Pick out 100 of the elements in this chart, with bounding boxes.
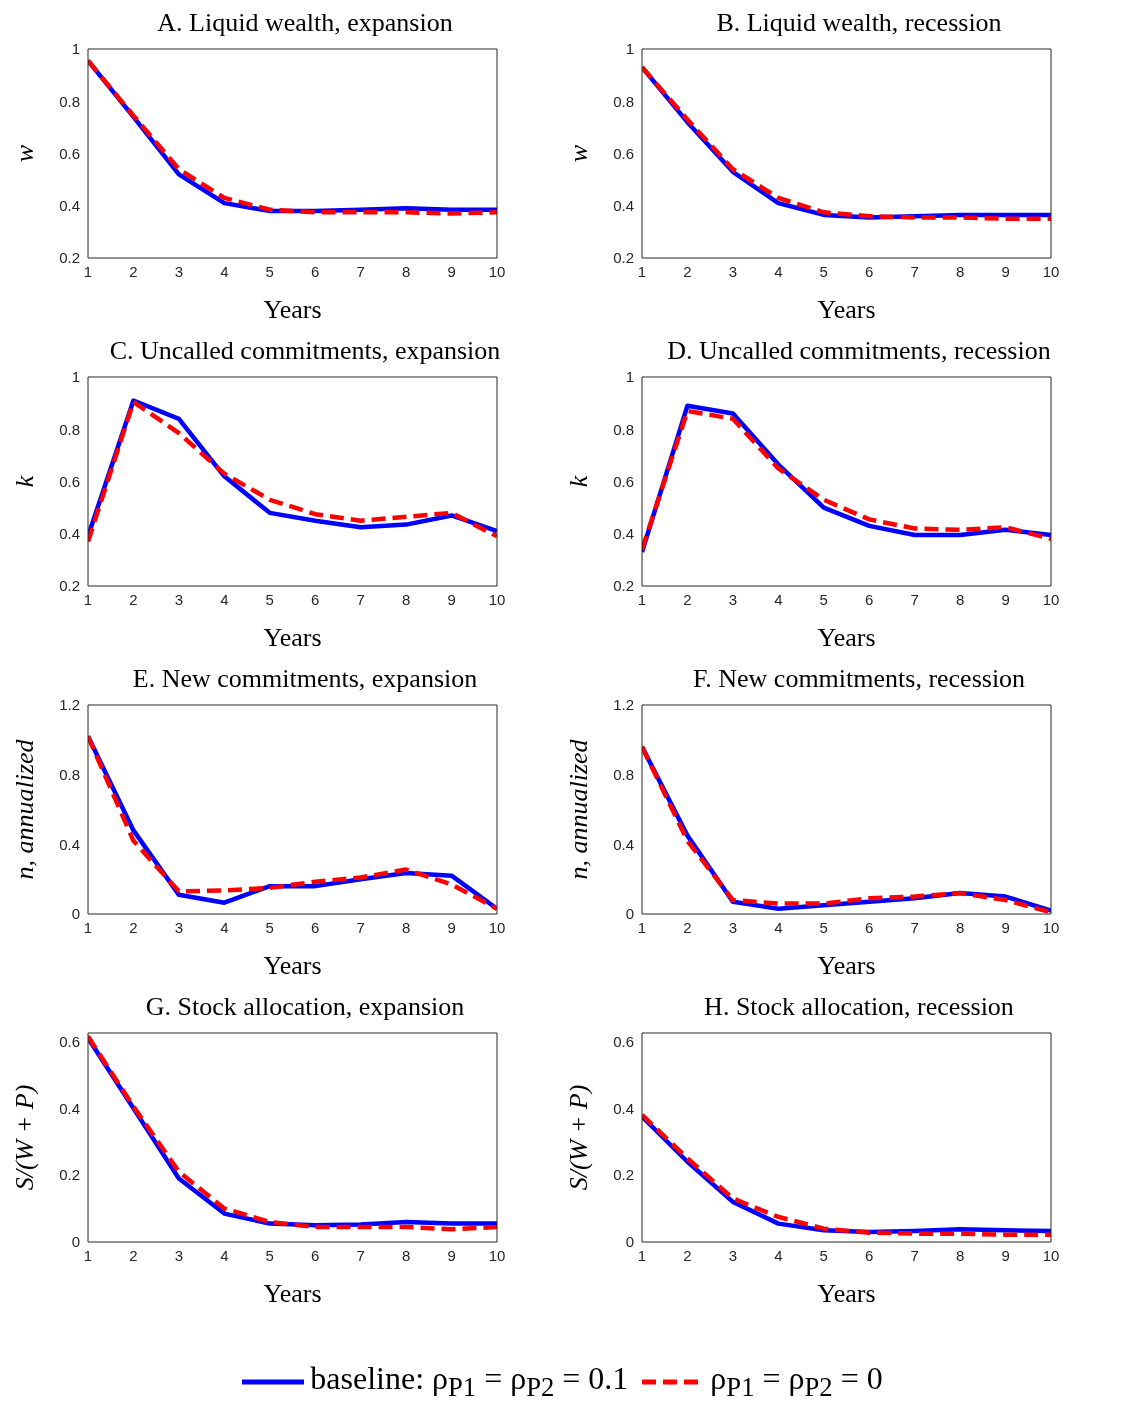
y-tick-label: 0 xyxy=(71,905,80,923)
y-tick-label: 0.2 xyxy=(59,1166,80,1184)
chart-title: F. New commitments, recession xyxy=(691,664,1027,695)
x-tick-label: 6 xyxy=(865,590,874,608)
x-tick-label: 4 xyxy=(220,918,229,936)
chart-title: E. New commitments, expansion xyxy=(131,664,479,695)
y-tick-label: 0.6 xyxy=(613,144,634,162)
x-tick-label: 7 xyxy=(356,918,365,936)
y-tick-label: 0.8 xyxy=(59,420,80,438)
x-tick-label: 8 xyxy=(955,262,965,280)
x-tick-label: 5 xyxy=(265,918,274,936)
x-tick-label: 6 xyxy=(865,918,874,936)
x-tick-label: 6 xyxy=(311,1246,320,1264)
x-tick-label: 1 xyxy=(637,590,647,608)
chart-title: C. Uncalled commitments, expansion xyxy=(108,336,502,367)
x-tick-label: 5 xyxy=(819,1246,828,1264)
x-tick-label: 7 xyxy=(910,918,919,936)
x-tick-label: 4 xyxy=(774,590,783,608)
x-tick-label: 9 xyxy=(1001,1246,1010,1264)
y-tick-label: 1 xyxy=(71,368,80,386)
y-tick-label: 0.2 xyxy=(59,577,80,595)
x-tick-label: 10 xyxy=(488,918,506,936)
x-tick-label: 1 xyxy=(83,918,93,936)
x-tick-label: 10 xyxy=(488,1246,506,1264)
x-axis-title: Years xyxy=(817,951,876,980)
y-tick-label: 1 xyxy=(625,40,634,58)
x-tick-label: 3 xyxy=(728,1246,738,1264)
y-axis-title: w xyxy=(564,144,594,163)
x-axis-title: Years xyxy=(263,623,322,652)
x-tick-label: 3 xyxy=(728,590,738,608)
x-axis-title: Years xyxy=(263,1279,322,1308)
x-tick-label: 8 xyxy=(955,918,965,936)
legend-label: ρ$_{P1}$ = ρ$_{P2}$ = 0 xyxy=(710,1360,883,1404)
y-tick-label: 0.4 xyxy=(59,835,80,853)
y-tick-label: 0.8 xyxy=(59,92,80,110)
x-tick-label: 4 xyxy=(774,262,783,280)
x-tick-label: 6 xyxy=(311,918,320,936)
y-tick-label: 0 xyxy=(625,905,634,923)
x-tick-label: 4 xyxy=(774,1246,783,1264)
y-tick-label: 0.6 xyxy=(59,1032,80,1050)
y-tick-label: 0.4 xyxy=(613,835,634,853)
x-axis-title: Years xyxy=(263,951,322,980)
y-tick-label: 0.6 xyxy=(59,144,80,162)
x-tick-label: 6 xyxy=(311,590,320,608)
x-tick-label: 7 xyxy=(910,262,919,280)
x-tick-label: 3 xyxy=(174,918,184,936)
x-tick-label: 9 xyxy=(1001,262,1010,280)
x-tick-label: 10 xyxy=(488,262,506,280)
y-axis-title: n, annualized xyxy=(10,738,40,880)
x-tick-label: 7 xyxy=(356,590,365,608)
y-tick-label: 0.8 xyxy=(613,92,634,110)
y-axis-title: S/(W + P) xyxy=(10,1084,40,1191)
x-tick-label: 3 xyxy=(174,590,184,608)
x-tick-label: 8 xyxy=(401,918,411,936)
x-tick-label: 5 xyxy=(265,590,274,608)
x-tick-label: 10 xyxy=(488,590,506,608)
x-tick-label: 6 xyxy=(865,1246,874,1264)
x-axis-title: Years xyxy=(817,1279,876,1308)
y-tick-label: 0.4 xyxy=(59,1099,80,1117)
y-tick-label: 0.6 xyxy=(613,1032,634,1050)
x-tick-label: 2 xyxy=(683,918,692,936)
y-tick-label: 0 xyxy=(625,1233,634,1251)
x-axis-title: Years xyxy=(263,295,322,324)
x-tick-label: 7 xyxy=(910,590,919,608)
x-tick-label: 10 xyxy=(1042,590,1060,608)
y-tick-label: 0.4 xyxy=(613,525,634,543)
y-tick-label: 0.6 xyxy=(613,472,634,490)
x-tick-label: 6 xyxy=(865,262,874,280)
x-tick-label: 2 xyxy=(129,1246,138,1264)
x-tick-label: 9 xyxy=(1001,918,1010,936)
chart-title: A. Liquid wealth, expansion xyxy=(156,8,454,39)
x-tick-label: 3 xyxy=(728,262,738,280)
y-axis-title: k xyxy=(10,475,40,488)
y-tick-label: 1.2 xyxy=(613,696,634,714)
x-tick-label: 7 xyxy=(356,1246,365,1264)
x-tick-label: 4 xyxy=(220,1246,229,1264)
x-tick-label: 4 xyxy=(220,262,229,280)
x-tick-label: 9 xyxy=(1001,590,1010,608)
x-tick-label: 1 xyxy=(637,1246,647,1264)
x-tick-label: 5 xyxy=(819,262,828,280)
y-tick-label: 0.2 xyxy=(59,249,80,267)
x-tick-label: 1 xyxy=(637,262,647,280)
x-tick-label: 1 xyxy=(83,1246,93,1264)
x-tick-label: 4 xyxy=(774,918,783,936)
x-tick-label: 1 xyxy=(83,262,93,280)
chart-title: G. Stock allocation, expansion xyxy=(144,992,466,1023)
y-tick-label: 0.6 xyxy=(59,472,80,490)
y-tick-label: 0.8 xyxy=(59,765,80,783)
x-tick-label: 1 xyxy=(83,590,93,608)
y-axis-title: w xyxy=(10,144,40,163)
x-tick-label: 2 xyxy=(129,918,138,936)
x-tick-label: 8 xyxy=(401,590,411,608)
y-tick-label: 0.2 xyxy=(613,249,634,267)
x-tick-label: 9 xyxy=(447,1246,456,1264)
y-tick-label: 0.2 xyxy=(613,577,634,595)
x-tick-label: 5 xyxy=(819,918,828,936)
y-tick-label: 0 xyxy=(71,1233,80,1251)
x-tick-label: 8 xyxy=(401,1246,411,1264)
y-axis-title: n, annualized xyxy=(564,738,594,880)
x-axis-title: Years xyxy=(817,623,876,652)
